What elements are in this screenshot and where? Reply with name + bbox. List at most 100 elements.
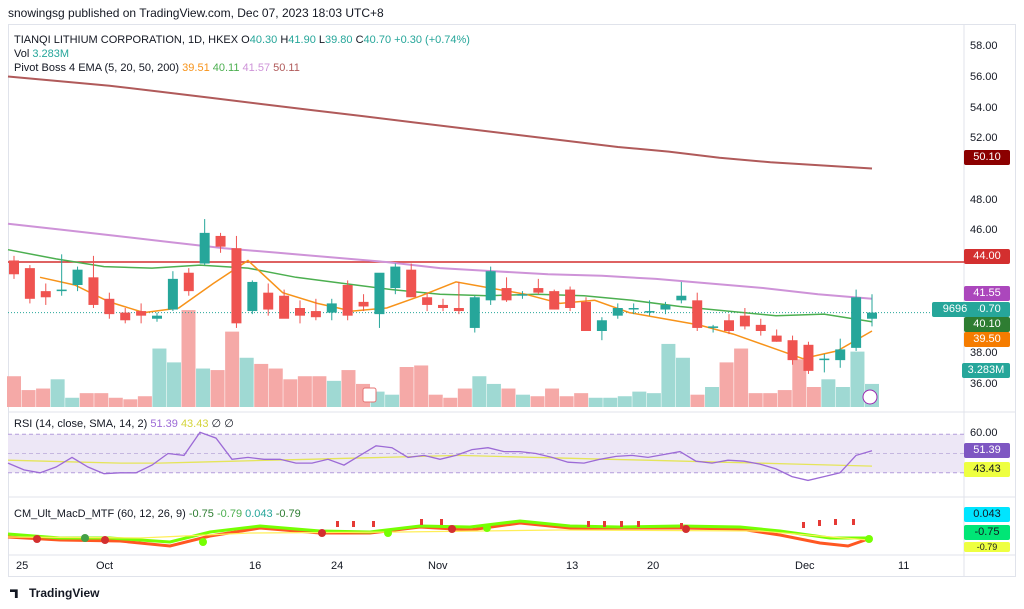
price-tick-label: 54.00: [970, 101, 998, 114]
candle-body: [453, 308, 464, 312]
price-badge: 3.283M: [962, 363, 1010, 378]
volume-bar: [661, 343, 676, 407]
volume-bar: [675, 357, 690, 407]
candle-body: [549, 291, 560, 310]
rsi-line: [7, 431, 873, 482]
candle-body: [851, 297, 862, 348]
candle-body: [136, 311, 147, 316]
volume-bar: [574, 393, 589, 407]
candle-body: [708, 326, 719, 328]
candle-body: [88, 277, 99, 305]
price-tick-label: 46.00: [970, 224, 998, 237]
price-badge: 50.10: [964, 150, 1010, 165]
volume-bar: [312, 376, 327, 407]
date-tick-label: 24: [331, 560, 344, 572]
volume-bar: [501, 388, 516, 407]
rsi-sma-line: [7, 454, 873, 467]
macd-histogram-bar: [420, 519, 423, 525]
candle-body: [390, 266, 401, 289]
volume-bar: [123, 399, 138, 407]
price-tick-label: 56.00: [970, 71, 998, 83]
candle-body: [104, 298, 115, 315]
volume-bar: [719, 362, 734, 407]
price-badge: 39.50: [964, 332, 1010, 347]
macd-cross-dot: [318, 529, 326, 537]
candle-body: [24, 268, 35, 299]
volume-bar: [646, 393, 661, 407]
price-tick-label: 58.00: [970, 40, 998, 53]
candle-body: [581, 301, 591, 331]
candle-body: [771, 335, 782, 342]
macd-badge-2: -0.75: [964, 525, 1010, 540]
candle-body: [406, 269, 417, 298]
ema-legend: Pivot Boss 4 EMA (5, 20, 50, 200) 39.51 …: [14, 61, 300, 76]
volume-bar: [806, 387, 821, 407]
volume-bar: [545, 388, 560, 407]
candle-body: [358, 301, 369, 307]
ema200-value: 50.11: [273, 62, 300, 74]
low-value: 39.80: [325, 34, 353, 46]
macd-histogram-bar: [802, 522, 805, 528]
candle-body: [469, 297, 480, 328]
volume-bar: [835, 387, 850, 407]
macd-cross-dot: [865, 535, 873, 543]
rsi-tick-label: 60.00: [970, 427, 998, 440]
candle-body: [517, 294, 528, 296]
volume-bar: [239, 357, 254, 407]
macd-histogram-bar: [620, 521, 623, 527]
macd-cross-dot: [33, 535, 41, 543]
candle-body: [310, 311, 321, 318]
candle-body: [819, 358, 830, 361]
change-value: +0.30 (+0.74%): [394, 34, 470, 46]
price-tick-label: 36.00: [970, 377, 998, 390]
volume-bar: [225, 331, 240, 407]
macd-histogram-bar: [818, 520, 821, 526]
volume-bar: [617, 396, 632, 407]
candle-body: [835, 349, 846, 361]
date-tick-label: Dec: [795, 560, 815, 572]
symbol-legend: TIANQI LITHIUM CORPORATION, 1D, HKEX O40…: [14, 33, 470, 48]
volume-bar: [777, 390, 792, 407]
macd-badge-1: 0.043: [964, 507, 1010, 522]
candle-body: [612, 308, 623, 316]
high-value: 41.90: [288, 34, 316, 46]
published-line: snowingsg published on TradingView.com, …: [8, 6, 384, 20]
candle-body: [167, 278, 178, 310]
candle-body: [40, 291, 51, 298]
macd-histogram-bar: [852, 519, 855, 525]
candle-body: [724, 320, 734, 331]
price-badge: 44.00: [964, 249, 1010, 264]
candle-body: [422, 297, 433, 305]
earnings-marker-icon: [362, 387, 377, 403]
ema5-value: 39.51: [182, 62, 210, 74]
low-label: L: [318, 34, 325, 46]
volume-bar: [472, 376, 487, 407]
candle-body: [342, 285, 353, 316]
price-tick-label: 52.00: [970, 132, 998, 145]
macd-histogram-bar: [603, 521, 606, 527]
candle-body: [374, 272, 385, 315]
candle-body: [565, 289, 576, 308]
volume-bar: [65, 397, 80, 407]
macd-value-4: -0.79: [275, 508, 301, 520]
volume-bar: [443, 397, 458, 407]
date-tick-label: Oct: [96, 560, 114, 572]
volume-legend: Vol 3.283M: [14, 47, 69, 62]
tradingview-footer[interactable]: TradingView: [10, 586, 99, 600]
dividend-marker-icon: [862, 389, 878, 405]
ema-5-line: [39, 259, 873, 360]
macd-histogram-bar: [637, 521, 640, 527]
rsi-value: 51.39: [150, 418, 178, 430]
candle-body: [183, 272, 194, 292]
volume-bar: [283, 379, 298, 407]
volume-bar: [385, 394, 400, 407]
candle-body: [279, 295, 290, 319]
volume-bar: [690, 394, 705, 407]
candle-body: [215, 235, 226, 247]
macd-badge-3: -0.79: [964, 542, 1010, 552]
volume-bar: [530, 396, 545, 407]
volume-bar: [297, 376, 312, 407]
candle-body: [263, 292, 274, 310]
candle-body: [628, 308, 639, 310]
